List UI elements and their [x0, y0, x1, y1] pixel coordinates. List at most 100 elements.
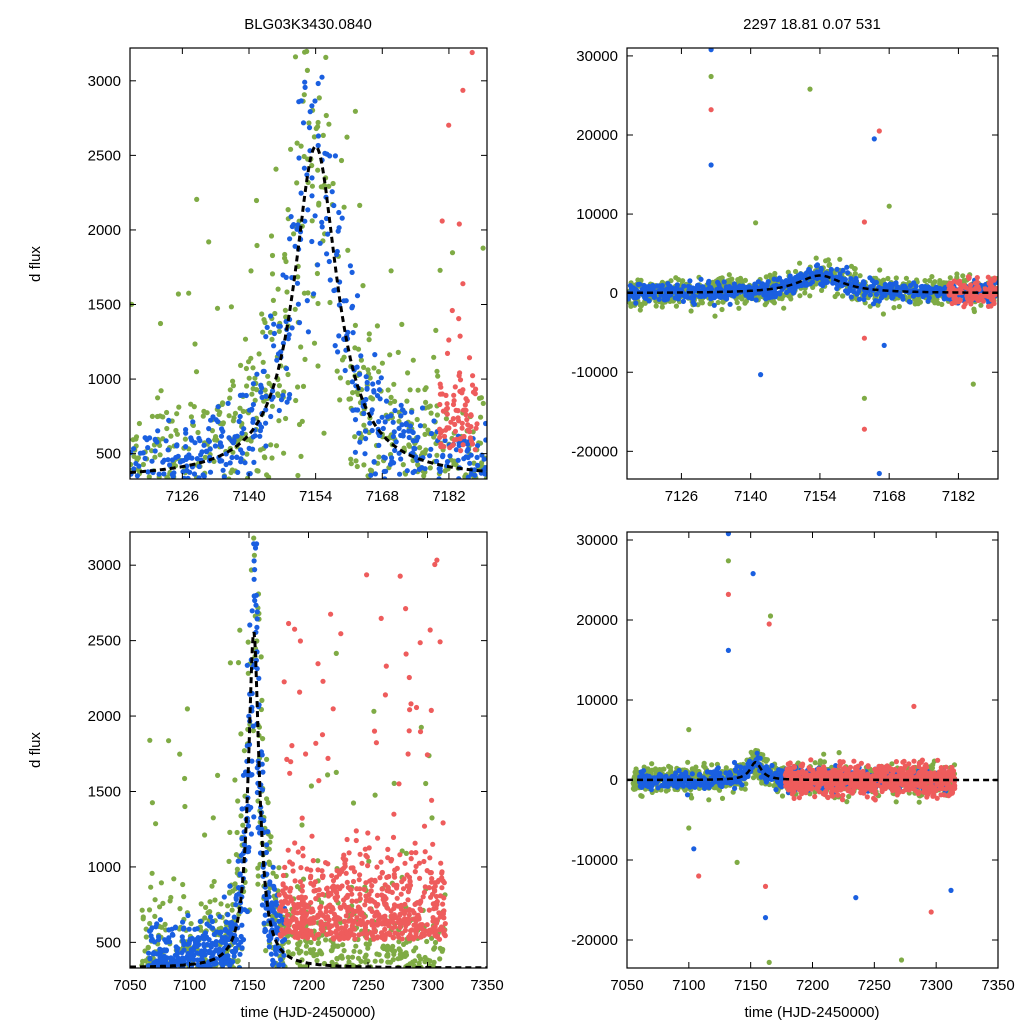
data-point-green — [281, 450, 287, 456]
data-point-blue — [241, 842, 247, 848]
data-point-red — [440, 878, 446, 884]
data-point-blue — [248, 831, 254, 837]
data-point-blue — [396, 450, 402, 456]
data-point-blue — [270, 962, 276, 968]
plot-frame — [626, 47, 999, 480]
data-point-red — [449, 307, 455, 314]
data-point-blue — [409, 409, 415, 415]
data-point-red — [357, 886, 363, 892]
data-point-red — [444, 411, 450, 417]
data-point-green — [321, 182, 327, 188]
data-point-blue — [237, 413, 243, 420]
data-point-blue — [428, 430, 435, 437]
data-point-blue — [726, 284, 733, 290]
data-point-red — [363, 852, 369, 859]
data-point-red — [378, 930, 385, 936]
data-point-red — [282, 864, 288, 871]
data-point-blue — [190, 955, 196, 962]
data-point-blue — [315, 133, 321, 139]
data-point-red — [470, 373, 476, 379]
x-tick-label: 7182 — [432, 488, 465, 505]
data-point-red — [319, 921, 325, 927]
data-point-red — [446, 337, 452, 343]
data-point-blue — [319, 74, 325, 80]
data-point-green — [182, 436, 188, 442]
data-point-blue — [247, 622, 253, 628]
data-point-blue — [382, 476, 388, 479]
data-point-blue — [795, 273, 801, 279]
data-point-outlier — [807, 86, 813, 92]
data-point-outlier — [861, 426, 868, 432]
data-point-red — [375, 917, 381, 923]
data-point-red — [303, 751, 309, 757]
data-point-red — [450, 442, 456, 448]
data-point-green — [130, 461, 134, 468]
data-point-blue — [240, 772, 247, 778]
data-point-red — [408, 856, 414, 862]
data-point-green — [314, 270, 320, 277]
data-point-green — [182, 775, 188, 782]
data-point-red — [371, 728, 378, 734]
data-point-red — [365, 863, 371, 869]
data-point-green — [449, 250, 456, 256]
data-point-blue — [283, 274, 289, 280]
data-point-blue — [246, 844, 252, 851]
panel-bottom-right: 7050 7100 7150 7200 7250 7300 7350-20000-10000… — [571, 531, 1015, 994]
data-point-green — [335, 943, 341, 949]
data-point-red — [304, 933, 310, 939]
data-point-blue — [199, 449, 205, 455]
data-point-green — [891, 305, 897, 311]
data-point-blue — [484, 466, 487, 472]
data-point-red — [412, 869, 418, 875]
data-point-green — [357, 202, 363, 208]
data-point-blue — [276, 918, 282, 924]
data-point-green — [255, 873, 261, 879]
data-point-green — [220, 420, 226, 426]
data-point-red — [398, 891, 404, 897]
data-point-blue — [873, 279, 880, 285]
data-point-blue — [672, 295, 678, 301]
data-point-green — [270, 870, 276, 876]
data-point-red — [397, 852, 403, 858]
data-point-green — [258, 654, 264, 660]
data-point-green — [282, 307, 288, 313]
data-point-red — [365, 830, 371, 836]
data-point-blue — [783, 278, 789, 284]
data-point-blue — [192, 926, 198, 932]
data-point-green — [880, 311, 887, 317]
data-point-blue — [326, 258, 332, 265]
data-point-red — [338, 869, 345, 875]
data-point-blue — [234, 433, 240, 439]
data-point-blue — [787, 275, 793, 281]
data-point-blue — [152, 437, 158, 443]
data-point-red — [463, 412, 469, 418]
data-point-blue — [240, 392, 246, 398]
data-point-blue — [165, 457, 171, 463]
data-point-blue — [841, 278, 847, 284]
data-point-green — [157, 904, 163, 910]
data-point-green — [706, 797, 712, 803]
data-point-blue — [239, 922, 245, 928]
data-point-green — [309, 218, 315, 224]
data-point-blue — [803, 270, 809, 277]
data-point-blue — [453, 447, 459, 453]
data-point-red — [280, 930, 287, 936]
data-point-red — [362, 922, 368, 929]
data-point-outlier — [861, 395, 868, 401]
data-point-green — [366, 331, 372, 337]
data-point-green — [260, 736, 266, 742]
data-point-green — [422, 954, 428, 961]
data-point-blue — [233, 902, 239, 908]
data-point-blue — [155, 428, 161, 434]
data-point-green — [191, 404, 197, 410]
y-tick-label: 30000 — [576, 48, 618, 65]
data-point-green — [688, 308, 694, 314]
data-point-green — [857, 273, 863, 279]
data-point-green — [323, 112, 329, 119]
data-point-green — [837, 256, 843, 262]
data-point-green — [431, 354, 437, 360]
data-point-blue — [147, 955, 153, 962]
data-point-blue — [731, 293, 737, 299]
data-point-blue — [194, 950, 200, 956]
data-point-blue — [146, 950, 152, 956]
